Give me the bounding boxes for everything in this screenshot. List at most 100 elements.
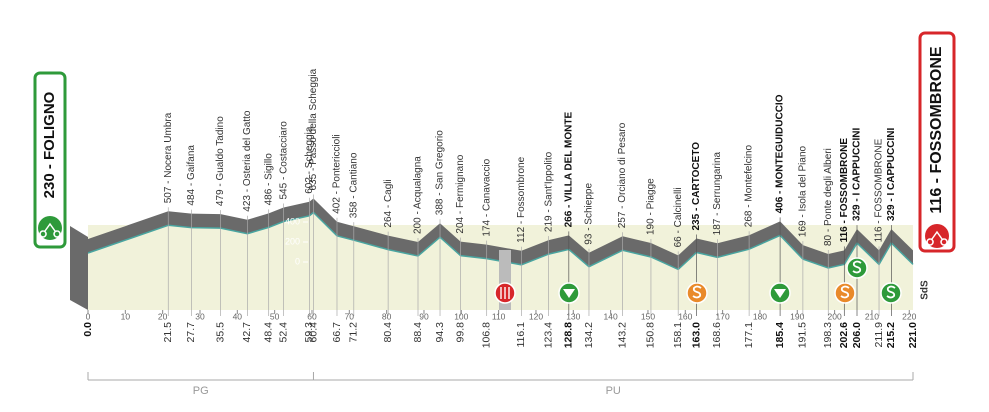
x-tick-label: 80 xyxy=(382,311,392,321)
waypoint-label: 204 - Fermignano xyxy=(455,154,466,233)
km-label: 185.4 xyxy=(774,322,786,348)
waypoint-label: 235 - CARTOCETO xyxy=(691,142,702,231)
waypoint-label: 116 - FOSSOMBRONE xyxy=(874,138,885,242)
x-tick-label: 60 xyxy=(307,311,317,321)
waypoint-label: 479 - Gualdo Tadino xyxy=(215,116,226,206)
waypoint-label: 635 - Passo della Scheggia xyxy=(308,68,319,190)
sprint-icon xyxy=(880,282,902,304)
x-tick-label: 70 xyxy=(345,311,355,321)
start-box xyxy=(33,71,67,249)
waypoint-label: 268 - Montefelcino xyxy=(744,144,755,227)
waypoint-label: 602 - Scheggia xyxy=(304,126,315,194)
x-tick-label: 20 xyxy=(158,311,168,321)
km-label: 215.2 xyxy=(885,322,897,348)
bike-icon xyxy=(926,230,948,246)
km-label: 106.8 xyxy=(480,322,492,348)
feed-icon-glyph xyxy=(500,287,510,299)
y-tick-label: 0 xyxy=(295,256,300,266)
x-tick-label: 40 xyxy=(233,311,243,321)
sprint-glyph xyxy=(840,285,850,299)
region-label: PU xyxy=(606,385,621,397)
x-tick-label: 210 xyxy=(865,311,879,321)
km-label: 143.2 xyxy=(616,322,628,348)
km-label: 221.0 xyxy=(907,322,919,348)
sprint-icon xyxy=(686,282,708,304)
km-label: 123.4 xyxy=(542,322,554,348)
km-label: 202.6 xyxy=(838,322,850,348)
km-label: 168.6 xyxy=(711,322,723,348)
x-tick-label: 90 xyxy=(419,311,429,321)
x-tick-label: 200 xyxy=(828,311,842,321)
km-label: 191.5 xyxy=(797,322,809,348)
waypoint-label: 190 - Piagge xyxy=(646,178,657,235)
finish-label: 116 - FOSSOMBRONE xyxy=(928,46,945,213)
x-tick-label: 190 xyxy=(790,311,804,321)
sprint-icon xyxy=(834,282,856,304)
waypoint-label: 257 - Orciano di Pesaro xyxy=(617,122,628,228)
gpm-glyph xyxy=(563,289,575,298)
km-label: 0.0 xyxy=(82,322,94,337)
x-tick-label: 0 xyxy=(86,311,91,321)
waypoint-label: 187 - Serrungarina xyxy=(712,151,723,235)
region-label: PG xyxy=(193,385,209,397)
waypoint-label: 116 - FOSSOMBRONE xyxy=(839,138,850,243)
waypoint-label: 219 - Sant'Ippolito xyxy=(543,151,554,232)
x-tick-label: 100 xyxy=(454,311,468,321)
waypoint-label: 169 - Isola del Piano xyxy=(798,145,809,237)
waypoint-label: 486 - Sigillo xyxy=(263,153,274,206)
x-tick-label: 180 xyxy=(753,311,767,321)
km-label: 88.4 xyxy=(412,322,424,343)
waypoint-label: 484 - Gaifana xyxy=(186,145,197,206)
km-label: 163.0 xyxy=(690,322,702,348)
waypoint-label: 358 - Cantiano xyxy=(348,152,359,218)
km-label: 59.3 xyxy=(303,322,315,343)
km-label: 206.0 xyxy=(851,322,863,348)
km-label: 80.4 xyxy=(382,322,394,343)
km-label: 211.9 xyxy=(873,322,885,348)
km-label: 71.2 xyxy=(348,322,360,343)
x-tick-label: 110 xyxy=(492,311,506,321)
start-label: 230 - FOLIGNO xyxy=(41,91,58,198)
sprint-glyph xyxy=(692,285,702,299)
km-label: 198.3 xyxy=(822,322,834,348)
waypoint-label: 266 - VILLA DEL MONTE xyxy=(563,111,574,227)
waypoint-label: 200 - Acqualagna xyxy=(413,156,424,234)
sprint-icon xyxy=(846,257,868,279)
start-icon xyxy=(38,216,62,240)
x-tick-label: 140 xyxy=(604,311,618,321)
km-label: 42.7 xyxy=(241,322,253,343)
km-label: 158.1 xyxy=(672,322,684,348)
x-tick-label: 130 xyxy=(566,311,580,321)
km-label: 66.7 xyxy=(331,322,343,343)
waypoint-label: 264 - Cagli xyxy=(383,179,394,227)
km-label: 94.3 xyxy=(434,322,446,343)
km-label: 128.8 xyxy=(563,322,575,348)
km-label: 177.1 xyxy=(743,322,755,348)
x-tick-label: 50 xyxy=(270,311,280,321)
x-tick-label: 30 xyxy=(195,311,205,321)
sprint-note: SdS xyxy=(920,280,931,300)
waypoint-label: 388 - San Gregorio xyxy=(435,130,446,215)
sprint-glyph xyxy=(886,285,896,299)
km-label: 35.5 xyxy=(214,322,226,343)
waypoint-label: 112 - Fossombrone xyxy=(516,156,527,242)
km-label: 99.8 xyxy=(454,322,466,343)
bike-icon xyxy=(39,222,61,238)
waypoint-label: 406 - MONTEGUIDUCCIO xyxy=(775,94,786,213)
waypoint-label: 93 - Schieppe xyxy=(584,183,595,245)
km-label: 116.1 xyxy=(515,322,527,348)
x-tick-label: 220 xyxy=(902,311,916,321)
km-label: 27.7 xyxy=(185,322,197,343)
y-tick-label: 400 xyxy=(285,216,300,226)
waypoint-label: 329 - I CAPPUCCINI xyxy=(852,128,863,222)
x-tick-label: 10 xyxy=(121,311,131,321)
km-label: 60.4 xyxy=(307,322,319,343)
y-tick-label: 200 xyxy=(285,236,300,246)
waypoint-label: 174 - Canavaccio xyxy=(481,158,492,236)
km-label: 21.5 xyxy=(162,322,174,343)
km-label: 134.2 xyxy=(583,322,595,348)
profile-line xyxy=(87,211,914,271)
waypoint-label: 545 - Costacciaro xyxy=(278,121,289,200)
icons xyxy=(494,250,902,310)
